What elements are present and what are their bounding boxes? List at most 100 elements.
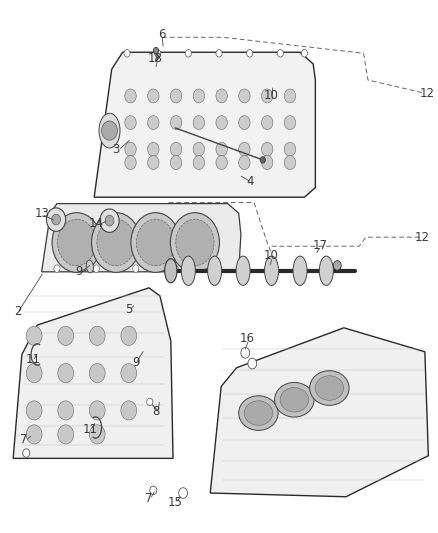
Ellipse shape [315,376,343,400]
Circle shape [260,157,265,163]
Ellipse shape [244,401,272,425]
Circle shape [261,156,273,169]
Text: 2: 2 [14,305,21,318]
Circle shape [261,142,273,156]
Circle shape [176,219,214,266]
Text: 9: 9 [132,356,140,369]
Circle shape [58,364,74,383]
Circle shape [125,89,136,103]
Circle shape [284,156,296,169]
Circle shape [193,156,205,169]
Circle shape [148,156,159,169]
Circle shape [89,401,105,420]
Ellipse shape [293,256,307,286]
Ellipse shape [99,114,120,148]
Circle shape [261,116,273,130]
Circle shape [239,142,250,156]
Circle shape [147,398,153,406]
Circle shape [170,213,219,272]
Text: 16: 16 [240,332,255,345]
Circle shape [121,326,137,345]
Circle shape [89,326,105,345]
Circle shape [155,50,161,57]
Polygon shape [210,328,428,497]
Text: 9: 9 [75,265,83,278]
Circle shape [102,121,117,140]
Circle shape [58,425,74,444]
Circle shape [247,50,253,57]
Circle shape [136,219,175,266]
Circle shape [26,364,42,383]
Circle shape [89,425,105,444]
Circle shape [333,261,341,270]
Ellipse shape [275,383,314,417]
Circle shape [89,364,105,383]
Text: 17: 17 [312,239,327,252]
Circle shape [121,364,137,383]
Ellipse shape [86,260,93,273]
Text: 8: 8 [152,405,159,418]
Circle shape [150,486,157,495]
Circle shape [284,142,296,156]
Circle shape [170,142,182,156]
Circle shape [261,89,273,103]
Circle shape [121,401,137,420]
Circle shape [216,142,227,156]
Circle shape [239,116,250,130]
Circle shape [93,265,99,272]
Circle shape [284,116,296,130]
Text: 15: 15 [168,496,183,508]
Circle shape [52,213,101,272]
Polygon shape [42,204,241,272]
Circle shape [170,156,182,169]
Text: 18: 18 [148,52,163,65]
Circle shape [148,142,159,156]
Circle shape [185,50,191,57]
Circle shape [179,488,187,498]
Circle shape [216,50,222,57]
Ellipse shape [165,259,177,282]
Circle shape [301,50,307,57]
Text: 7: 7 [145,492,153,505]
Circle shape [92,213,141,272]
Text: 12: 12 [415,231,430,244]
Circle shape [241,348,250,358]
Circle shape [125,142,136,156]
Circle shape [216,156,227,169]
Polygon shape [94,52,315,197]
Polygon shape [13,288,173,458]
Text: 11: 11 [82,423,97,435]
Circle shape [58,401,74,420]
Circle shape [172,265,178,272]
Circle shape [26,401,42,420]
Circle shape [26,326,42,345]
Text: 4: 4 [246,175,254,188]
Circle shape [193,116,205,130]
Circle shape [193,89,205,103]
Text: 14: 14 [89,217,104,230]
Circle shape [46,208,66,231]
Circle shape [239,156,250,169]
Text: 13: 13 [34,207,49,220]
Ellipse shape [310,371,349,405]
Circle shape [124,50,130,57]
Text: 5: 5 [126,303,133,316]
Ellipse shape [236,256,250,286]
Circle shape [133,265,139,272]
Text: 7: 7 [20,433,28,446]
Circle shape [131,213,180,272]
Circle shape [239,89,250,103]
Text: 10: 10 [264,249,279,262]
Text: 6: 6 [158,28,166,41]
Circle shape [148,116,159,130]
Circle shape [170,116,182,130]
Circle shape [58,326,74,345]
Ellipse shape [239,395,278,431]
Text: 10: 10 [264,90,279,102]
Ellipse shape [208,256,222,286]
Circle shape [153,47,159,54]
Ellipse shape [181,256,195,286]
Circle shape [277,50,283,57]
Circle shape [100,209,119,232]
Circle shape [248,358,257,369]
